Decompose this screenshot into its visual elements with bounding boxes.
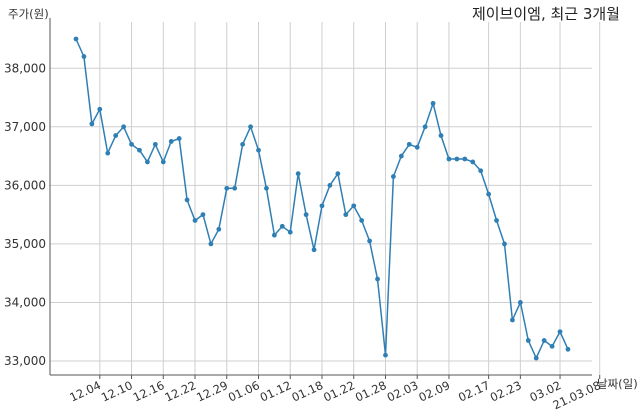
data-point [152, 141, 158, 147]
data-point [160, 159, 166, 165]
data-point [319, 203, 325, 209]
data-point [549, 343, 555, 349]
x-tick-label: 01.12 [258, 378, 294, 405]
y-tick-labels: 33,000 34,000 35,000 36,000 37,000 38,000 [4, 61, 46, 368]
data-point [367, 238, 372, 244]
data-point [470, 159, 476, 165]
y-tick-label: 36,000 [4, 178, 46, 192]
data-point [287, 229, 293, 235]
x-tick-label: 12.16 [131, 378, 167, 405]
chart-title: 제이브이엠, 최근 3개월 [471, 5, 620, 23]
data-point [502, 241, 507, 247]
data-point [454, 156, 460, 162]
data-point [311, 247, 317, 253]
data-point [295, 171, 301, 177]
axes [49, 18, 601, 379]
y-tick-label: 33,000 [4, 354, 46, 368]
x-tick-label: 01.22 [321, 378, 357, 405]
x-tick-labels: 12.0412.1012.1612.2212.2901.0601.1201.18… [67, 378, 603, 412]
y-tick-label: 34,000 [4, 295, 46, 309]
data-point [383, 352, 388, 358]
data-point [359, 218, 365, 223]
x-tick-label: 02.23 [488, 378, 524, 405]
data-point [256, 147, 261, 153]
data-point [271, 232, 277, 238]
x-tick-label: 12.22 [163, 378, 199, 405]
x-tick-label: 01.28 [353, 378, 389, 405]
y-tick-label: 37,000 [4, 120, 46, 134]
data-point [398, 153, 404, 159]
x-tick-label: 02.17 [456, 378, 492, 405]
data-point [216, 226, 222, 232]
data-point [73, 36, 79, 42]
data-point [200, 212, 206, 218]
data-point [438, 133, 444, 138]
x-tick-label: 01.06 [226, 378, 262, 405]
data-point [462, 156, 468, 162]
x-tick-label: 12.29 [194, 378, 230, 405]
data-point [541, 338, 547, 343]
data-point [168, 139, 174, 144]
data-point [303, 212, 309, 218]
data-point [176, 136, 182, 141]
data-point [486, 191, 492, 197]
data-point [240, 141, 246, 147]
data-point [279, 223, 285, 229]
data-point [430, 100, 436, 106]
data-point [248, 124, 253, 130]
data-point [137, 147, 142, 153]
data-point [129, 141, 134, 147]
data-point [533, 355, 539, 361]
data-point [375, 276, 380, 282]
data-point [565, 346, 571, 352]
data-point [192, 218, 198, 223]
grid-lines [50, 22, 601, 375]
data-point [414, 144, 420, 150]
data-point [391, 174, 396, 179]
x-tick-label: 02.03 [385, 378, 421, 405]
series-price [73, 36, 571, 361]
x-tick-label: 01.18 [289, 378, 325, 405]
x-axis-label: 날짜(일) [597, 377, 638, 391]
data-point [406, 141, 412, 147]
data-point [494, 218, 499, 223]
data-point [557, 329, 563, 335]
x-tick-label: 02.09 [416, 378, 452, 405]
x-tick-label: 12.10 [99, 378, 135, 405]
data-point [422, 124, 428, 130]
data-point [208, 241, 214, 247]
y-tick-label: 35,000 [4, 237, 46, 251]
data-point [517, 300, 523, 305]
data-point [264, 185, 269, 191]
y-tick-label: 38,000 [4, 61, 46, 75]
data-point [327, 182, 333, 188]
data-point [232, 185, 238, 191]
data-point [343, 212, 349, 218]
data-point [81, 54, 87, 59]
x-tick-label: 12.04 [67, 378, 103, 405]
data-point [525, 338, 531, 343]
data-point [184, 197, 190, 203]
data-point [510, 317, 515, 323]
y-axis-label: 주가(원) [8, 7, 49, 21]
data-point [351, 203, 357, 209]
data-point [478, 168, 484, 174]
data-point [121, 124, 127, 130]
data-point [335, 171, 341, 177]
data-point [105, 150, 111, 156]
data-point [446, 156, 452, 162]
data-point [145, 159, 150, 165]
data-point [89, 121, 95, 127]
data-point [113, 133, 119, 138]
data-point [97, 106, 103, 112]
data-point [224, 185, 230, 191]
